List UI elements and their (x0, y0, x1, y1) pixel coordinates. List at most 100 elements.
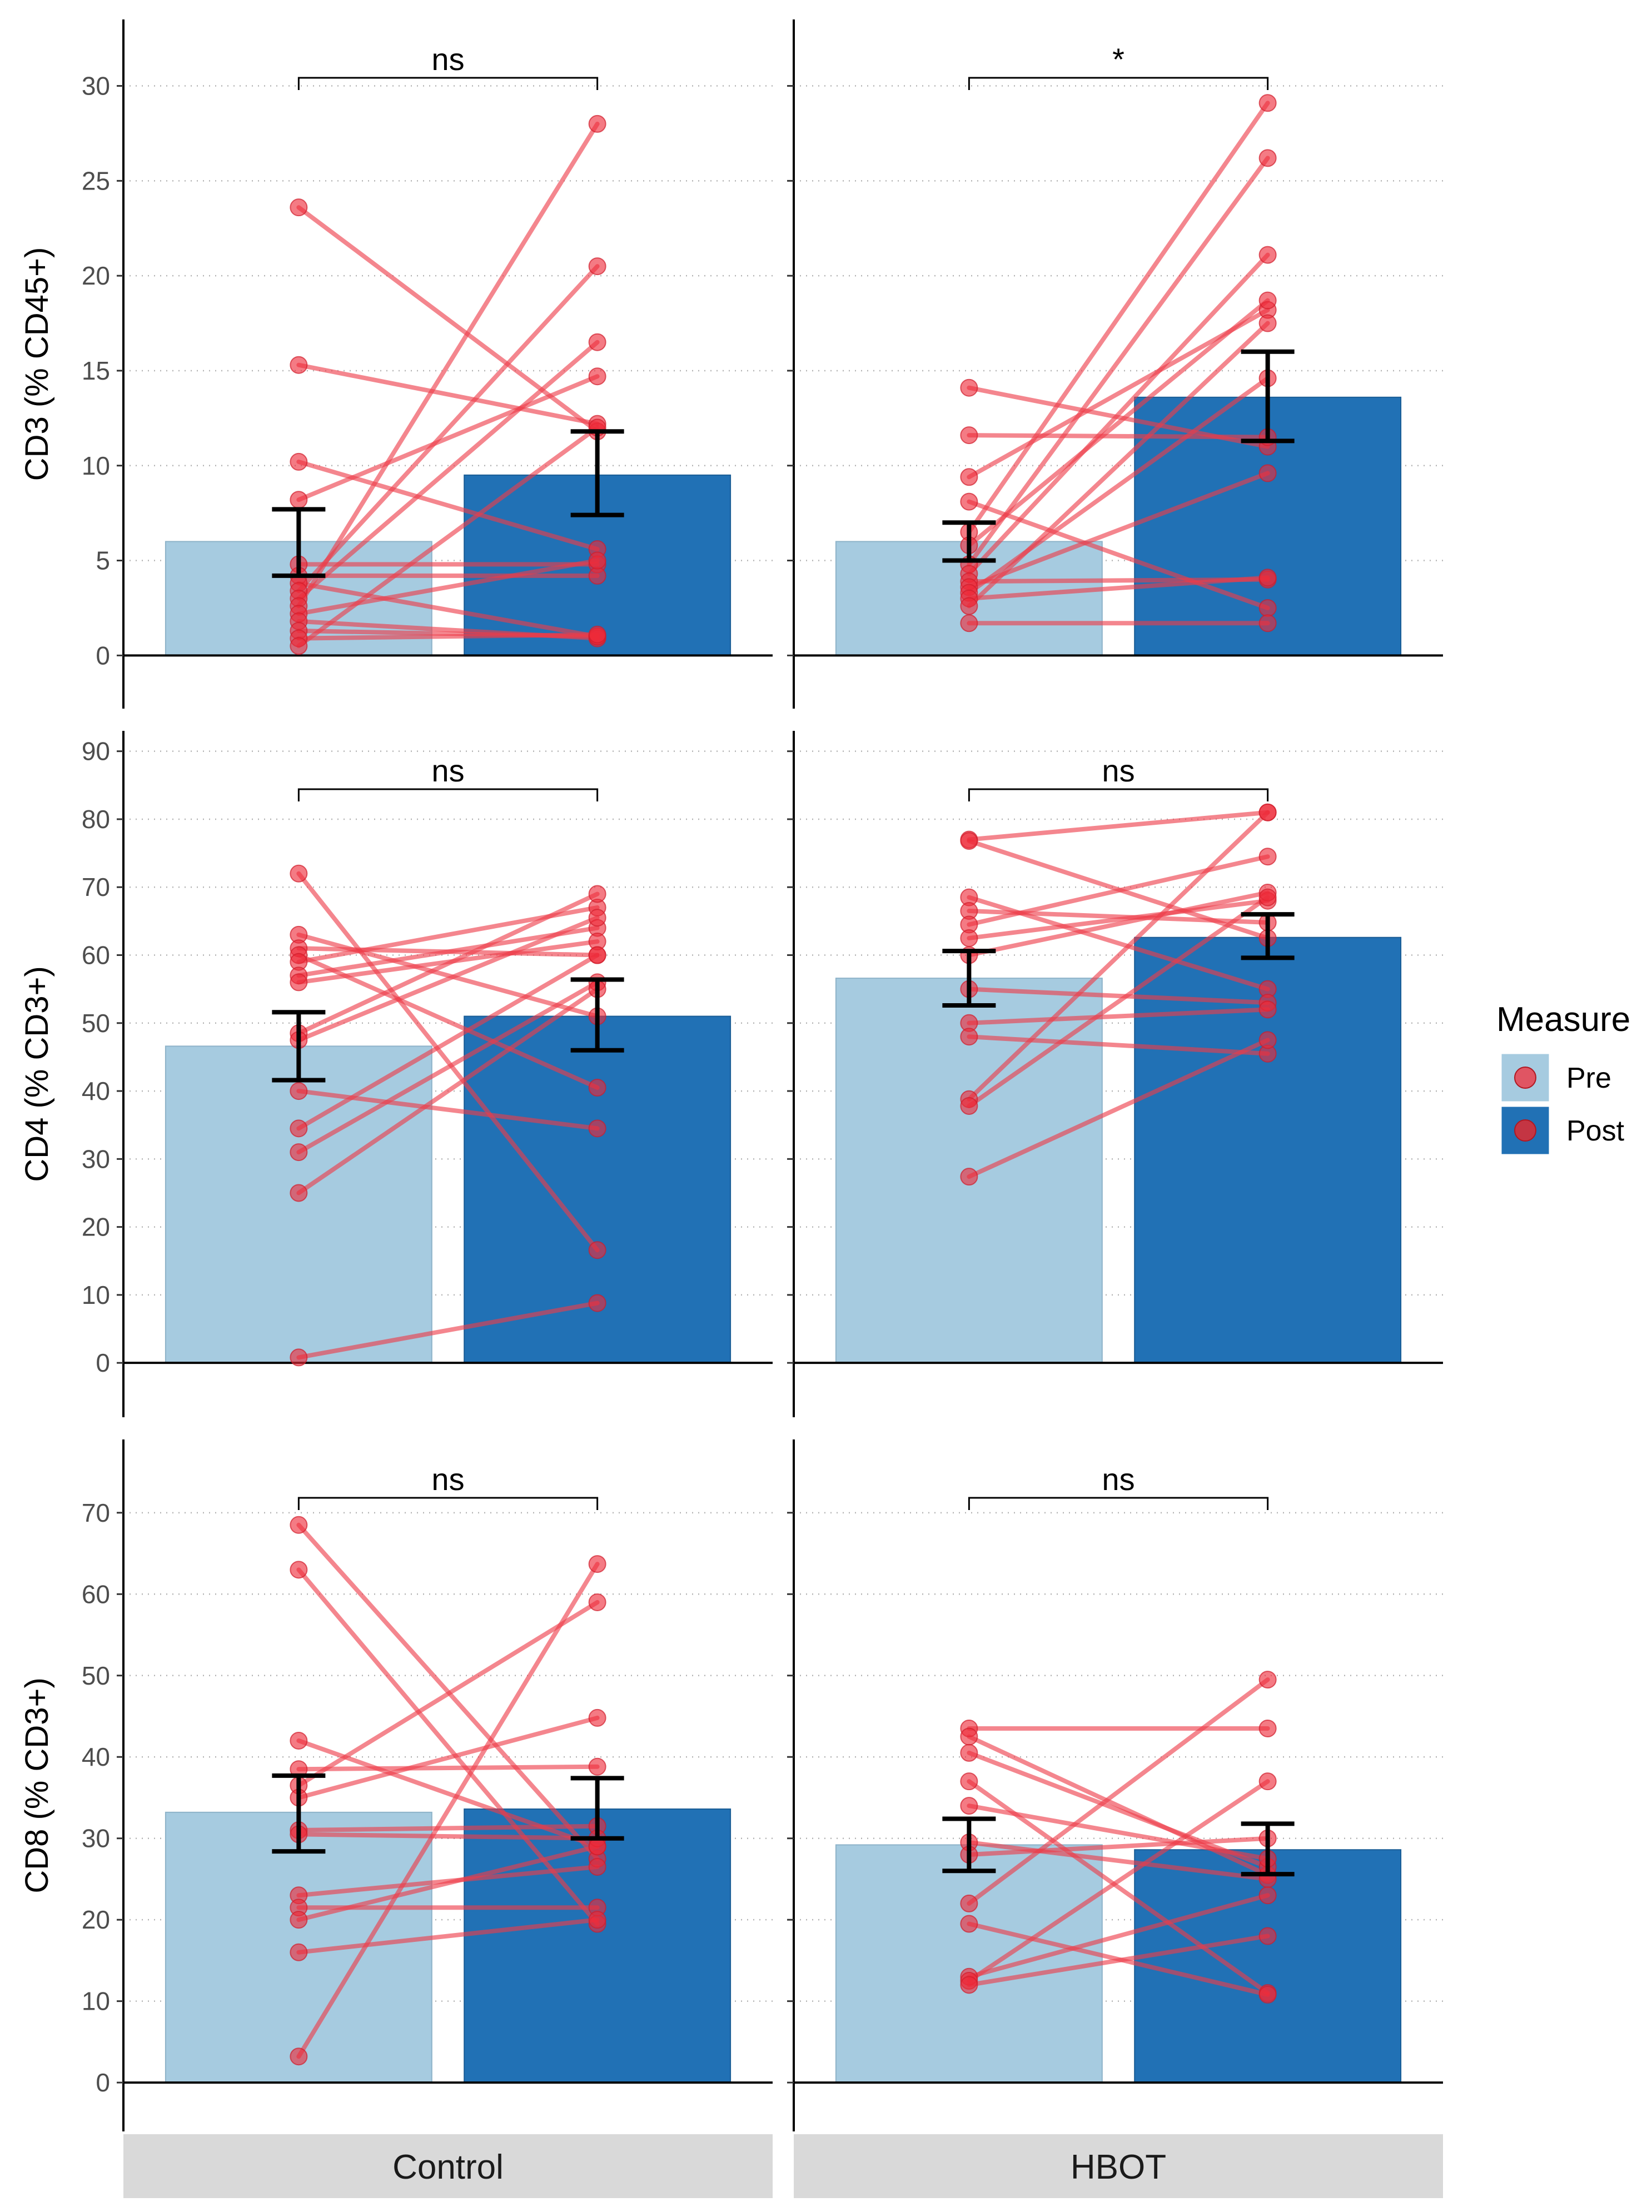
pair-line-6 (967, 1836, 1270, 1857)
error-bar-post (570, 429, 624, 517)
point-post-7 (1258, 246, 1277, 264)
significance-bracket (297, 788, 599, 801)
significance-label: ns (431, 42, 464, 77)
point-pre-0 (290, 198, 308, 217)
point-post-5 (588, 1708, 606, 1727)
point-pre-0 (290, 1516, 308, 1534)
point-post-0 (1258, 1719, 1277, 1737)
point-pre-11 (960, 1976, 978, 1994)
y-tick-label-25: 25 (82, 166, 110, 195)
point-pre-1 (960, 1727, 978, 1746)
facet-strips: Control HBOT (123, 2134, 1443, 2198)
significance-bracket (968, 788, 1269, 801)
pair-line-9 (967, 1034, 1270, 1056)
point-pre-9 (960, 1028, 978, 1046)
panel-cd3-cd45-control: 0 5 10 15 20 25 30 ns (82, 19, 773, 709)
point-post-4 (1258, 848, 1277, 866)
y-tick-label-40: 40 (82, 1742, 110, 1771)
point-post-3 (1258, 599, 1277, 617)
pair-line-0 (296, 205, 600, 434)
y-tick-label-0: 0 (96, 1348, 110, 1377)
y-tick-label-30: 30 (82, 1824, 110, 1853)
pair-line-5 (967, 898, 1270, 940)
significance-label: ns (431, 1462, 464, 1497)
y-tick-label-40: 40 (82, 1077, 110, 1105)
y-tick-label-0: 0 (96, 641, 110, 670)
point-pre-9 (290, 1082, 308, 1100)
pair-line-7 (967, 987, 1270, 1005)
pair-line-9 (967, 1893, 1270, 1979)
y-tick-label-10: 10 (82, 451, 110, 480)
point-post-10 (1258, 803, 1277, 821)
pair-line-12 (296, 987, 600, 1195)
point-pre-2 (290, 1731, 308, 1750)
pair-line-9 (296, 121, 600, 609)
pair-line-8 (967, 1007, 1270, 1025)
panel-cd4-cd3-control: 0 10 20 30 40 50 60 70 80 90 ns (82, 731, 773, 1417)
point-pre-12 (960, 1168, 978, 1186)
point-pre-10 (290, 1119, 308, 1138)
pair-line-6 (967, 156, 1270, 567)
significance-bracket (297, 1497, 599, 1510)
pair-line-7 (296, 1832, 600, 1841)
point-post-13 (588, 625, 606, 644)
y-tick-label-60: 60 (82, 1580, 110, 1608)
point-post-8 (588, 909, 606, 927)
point-post-7 (588, 885, 606, 903)
legend-label-pre: Pre (1566, 1062, 1611, 1094)
panel-cd8-cd3-hbot: ns (787, 1439, 1443, 2131)
y-tick-label-30: 30 (82, 72, 110, 101)
point-pre-1 (290, 356, 308, 374)
y-tick-label-50: 50 (82, 1009, 110, 1038)
point-pre-13 (960, 614, 978, 632)
strip-control-label: Control (392, 2148, 504, 2186)
point-post-10 (588, 1837, 606, 1856)
significance-label: ns (1102, 753, 1134, 788)
point-pre-3 (960, 1772, 978, 1791)
strip-control-background (123, 2134, 773, 2198)
error-bar-post (570, 1776, 624, 1841)
pair-line-6 (296, 581, 600, 639)
error-bar-pre (942, 949, 996, 1008)
strip-hbot-label: HBOT (1071, 2148, 1166, 2186)
panel-cd4-cd3-hbot: ns (787, 731, 1443, 1417)
point-pre-10 (290, 1911, 308, 1929)
point-pre-3 (290, 491, 308, 509)
point-post-8 (1258, 1985, 1277, 2004)
point-pre-4 (960, 1797, 978, 1815)
y-tick-label-20: 20 (82, 1213, 110, 1242)
pair-line-1 (967, 433, 1270, 440)
pair-line-14 (296, 425, 600, 649)
y-tick-label-0: 0 (96, 2068, 110, 2097)
point-post-8 (1258, 1000, 1277, 1019)
pair-line-5 (967, 298, 1270, 548)
point-post-10 (588, 551, 606, 570)
significance-label: * (1112, 42, 1124, 77)
error-bar-pre (272, 1773, 326, 1854)
point-pre-2 (960, 1743, 978, 1762)
pair-line-13 (296, 1301, 600, 1360)
point-pre-0 (960, 378, 978, 397)
point-pre-7 (960, 1894, 978, 1912)
y-tick-label-10: 10 (82, 1987, 110, 2016)
pair-line-8 (296, 340, 600, 601)
point-pre-1 (960, 426, 978, 445)
point-post-12 (1258, 314, 1277, 332)
panel-cd4-cd3: CD4 (% CD3+) 0 10 20 30 40 50 60 70 80 90 ns ns (19, 731, 1443, 1417)
pair-line-4 (967, 101, 1270, 535)
point-post-0 (588, 1241, 606, 1259)
point-post-4 (588, 1593, 606, 1611)
pair-line-12 (296, 1562, 600, 2059)
point-pre-5 (960, 929, 978, 947)
point-post-9 (1258, 1886, 1277, 1905)
pair-line-4 (967, 854, 1270, 927)
pair-line-2 (296, 459, 600, 552)
pair-line-7 (296, 264, 600, 594)
point-post-4 (1258, 94, 1277, 112)
pair-line-4 (967, 1804, 1270, 1861)
pair-line-2 (967, 307, 1270, 480)
point-post-8 (588, 333, 606, 351)
point-post-5 (588, 566, 606, 585)
y-tick-label-80: 80 (82, 805, 110, 834)
